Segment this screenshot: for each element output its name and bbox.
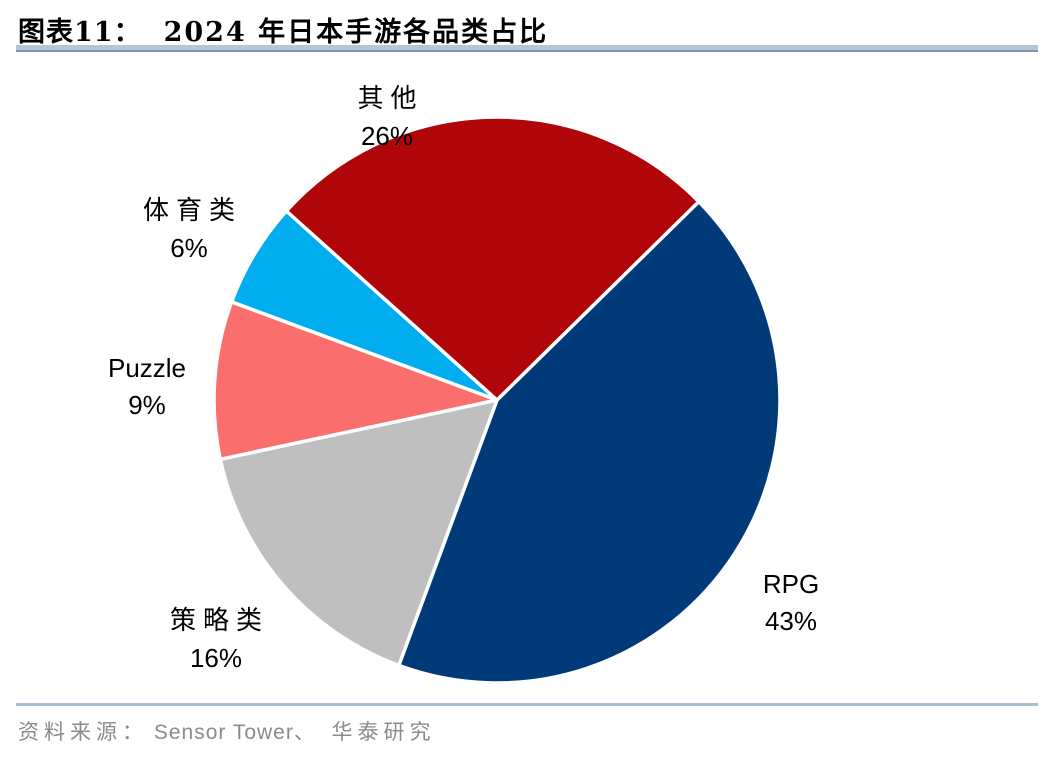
pie-label-name: RPG <box>762 569 820 599</box>
pie-label-puzzle: Puzzle 9% <box>108 350 186 424</box>
figure-number-label: 图表11： <box>18 17 142 48</box>
pie-slice-strategy <box>218 398 499 668</box>
pie-label-percent: 16% <box>189 643 243 673</box>
figure-title-text: 2024 年日本手游各品类占比 <box>163 17 549 48</box>
pie-slice-other <box>284 115 701 402</box>
source-label: 资料来源： <box>18 720 148 744</box>
pie-label-name: 策略类 <box>169 606 270 636</box>
page-title: 图表11： 2024 年日本手游各品类占比 <box>18 10 1030 49</box>
title-divider-rule <box>16 45 1038 52</box>
source-note: 资料来源： Sensor Tower、 华泰研究 <box>18 716 436 746</box>
pie-label-percent: 9% <box>128 390 166 420</box>
figure-header: 图表11： 2024 年日本手游各品类占比 <box>0 0 1048 52</box>
pie-label-other: 其他 26% <box>350 81 423 155</box>
pie-slice-rpg <box>397 199 782 685</box>
pie-label-name: Puzzle <box>107 353 187 383</box>
footer-divider-rule <box>16 703 1038 706</box>
pie-label-name: 其他 <box>357 84 424 114</box>
pie-label-strategy: 策略类 16% <box>163 603 269 677</box>
pie-slice-puzzle <box>212 300 499 462</box>
pie-label-name: 体育类 <box>142 196 243 226</box>
source-suffix: 、 华泰研究 <box>293 720 436 744</box>
pie-label-percent: 43% <box>764 606 818 636</box>
pie-label-percent: 6% <box>170 233 208 263</box>
pie-label-rpg: RPG 43% <box>763 566 819 640</box>
pie-label-percent: 26% <box>360 121 414 151</box>
source-name-en: Sensor Tower <box>153 721 294 744</box>
pie-label-sports: 体育类 6% <box>136 193 242 267</box>
